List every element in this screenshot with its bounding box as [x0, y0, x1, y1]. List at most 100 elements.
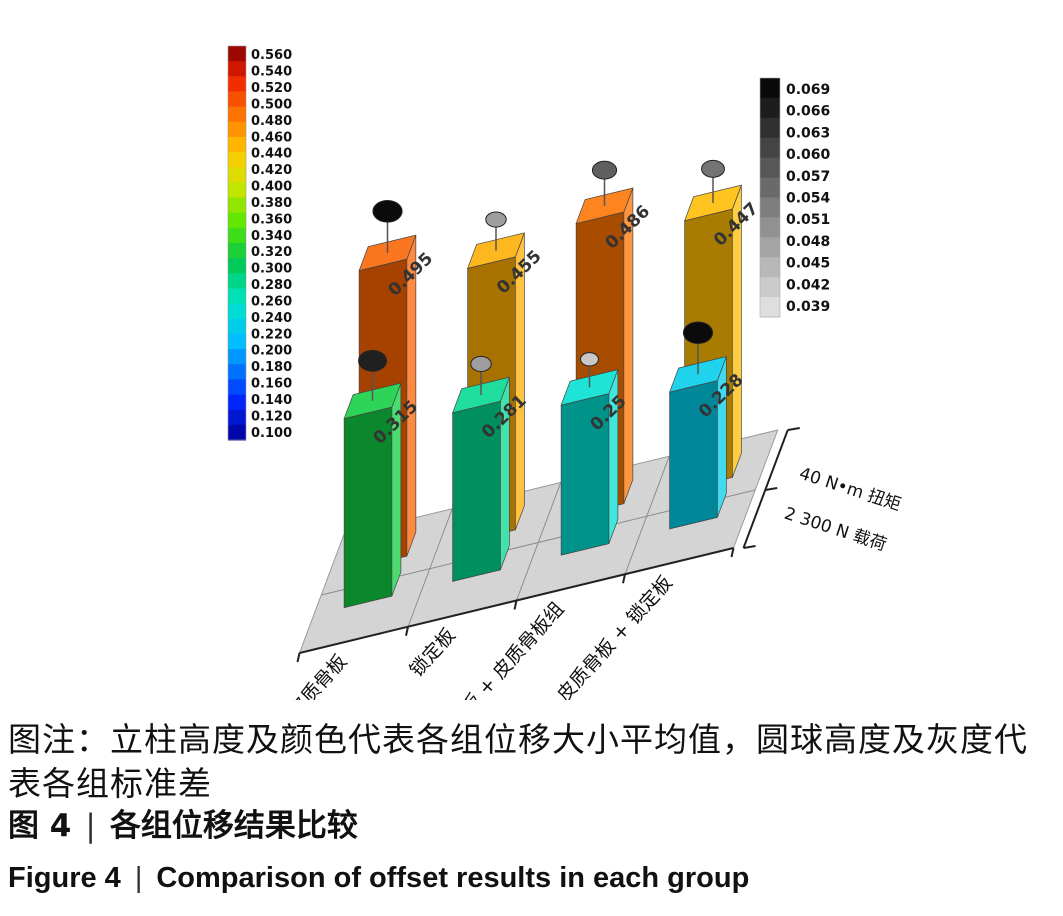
color-scale-tick-label: 0.200: [251, 344, 292, 359]
gray-scale-tick-label: 0.054: [786, 191, 831, 207]
color-scale-tick-label: 0.260: [251, 294, 292, 309]
gray-scale-tick-label: 0.069: [786, 82, 830, 98]
bar-chart-3d: 0.4470.4860.4550.4950.2280.250.2810.315皮…: [227, 45, 904, 700]
figure-title-en-text: Comparison of offset results in each gro…: [156, 862, 750, 894]
color-scale-swatch: [228, 318, 246, 335]
floor-gridline: [407, 508, 453, 627]
color-scale-swatch: [228, 46, 246, 62]
series-tick-label: 40 N•m 扭矩: [797, 464, 904, 516]
color-scale-swatch: [228, 303, 246, 320]
gray-scale-swatch: [760, 157, 780, 179]
error-ball: [485, 211, 507, 228]
category-tick-label: 皮质骨板 + 锁定板: [553, 572, 677, 700]
color-scale-swatch: [228, 106, 246, 123]
color-scale-tick-label: 0.340: [251, 229, 292, 244]
category-tick-label: 皮质骨板: [284, 650, 351, 700]
error-ball: [682, 321, 714, 345]
color-scale-swatch: [228, 167, 246, 183]
color-scale-frame: [227, 45, 247, 441]
color-scale-tick-label: 0.480: [251, 114, 292, 129]
color-scale-tick-label: 0.440: [251, 147, 292, 162]
color-scale-swatch: [228, 379, 246, 396]
color-scale-swatch: [228, 197, 246, 214]
gray-scale-swatch: [760, 217, 780, 238]
gray-scale-tick-label: 0.063: [786, 125, 830, 141]
gray-scale-swatch: [760, 197, 780, 219]
category-axis-tick: [513, 600, 518, 610]
separator: |: [85, 808, 96, 844]
gray-scale-tick-label: 0.048: [786, 234, 830, 250]
gray-scale-tick-label: 0.039: [786, 299, 830, 315]
figure-title-en: Figure 4 | Comparison of offset results in…: [8, 860, 749, 896]
figure-label-zh: 图 4: [8, 808, 72, 844]
gray-scale-tick-label: 0.057: [786, 169, 830, 185]
color-scale-swatch: [228, 409, 246, 426]
error-ball: [701, 159, 725, 178]
gray-scale-swatch: [760, 297, 780, 318]
color-scale-tick-label: 0.520: [251, 81, 292, 96]
series-axis-tick: [787, 427, 800, 431]
color-scale-tick-label: 0.220: [251, 327, 292, 342]
color-scale-swatch: [228, 182, 246, 199]
figure-note: 图注：立柱高度及颜色代表各组位移大小平均值，圆球高度及灰度代表各组标准差: [8, 720, 1028, 803]
color-scale-tick-label: 0.420: [251, 163, 292, 178]
color-scale-swatch: [228, 333, 246, 350]
category-axis-tick: [730, 547, 735, 558]
color-scale-tick-label: 0.400: [251, 180, 292, 195]
floor-gridline: [516, 482, 562, 601]
figure-title-zh-text: 各组位移结果比较: [109, 808, 358, 844]
gray-scale-swatch: [760, 277, 780, 298]
color-scale-swatch: [228, 364, 246, 380]
color-scale-tick-label: 0.560: [251, 48, 292, 63]
color-scale-swatch: [228, 121, 246, 138]
gray-scale-swatch: [760, 137, 780, 159]
gray-scale-swatch: [760, 257, 780, 278]
category-axis-tick: [622, 574, 626, 584]
gray-scale-swatch: [760, 117, 780, 139]
floor-gridline: [624, 456, 670, 575]
color-scale-tick-label: 0.160: [251, 377, 292, 392]
error-ball: [580, 352, 599, 367]
gray-scale-tick-label: 0.060: [786, 147, 831, 163]
gray-scale-tick-label: 0.051: [786, 212, 830, 228]
series-axis-tick: [743, 545, 756, 549]
color-scale-swatch: [228, 394, 246, 411]
error-ball: [470, 355, 492, 372]
gray-scale-swatch: [760, 237, 780, 258]
color-scale-tick-label: 0.100: [251, 426, 292, 441]
gray-scale-swatch: [760, 177, 780, 199]
color-scale-swatch: [228, 273, 246, 290]
color-scale-tick-label: 0.180: [251, 360, 292, 375]
color-scale-tick-label: 0.120: [251, 409, 292, 424]
color-scale-tick-label: 0.360: [251, 212, 292, 227]
color-scale-swatch: [228, 288, 246, 305]
color-scale-swatch: [228, 76, 246, 93]
series-axis-tick: [765, 487, 778, 491]
figure-title-zh: 图 4 | 各组位移结果比较: [8, 806, 358, 846]
color-scale-tick-label: 0.380: [251, 196, 292, 211]
color-scale-swatch: [228, 136, 246, 153]
bar: [452, 355, 510, 582]
series-tick-label: 2 300 N 载荷: [782, 504, 889, 556]
gray-scale-tick-label: 0.045: [786, 256, 830, 272]
color-scale-tick-label: 0.500: [251, 97, 292, 112]
color-scale-swatch: [228, 227, 246, 244]
color-scale-swatch: [228, 91, 246, 108]
category-tick-label: 锁定板: [405, 624, 460, 681]
bar: [343, 349, 402, 609]
color-scale-tick-label: 0.320: [251, 245, 292, 260]
gray-scale-tick-label: 0.066: [786, 104, 830, 120]
color-scale-swatch: [228, 424, 246, 441]
color-scale-tick-label: 0.460: [251, 130, 292, 145]
color-scale-tick-label: 0.240: [251, 311, 292, 326]
error-ball: [591, 160, 618, 180]
color-scale-tick-label: 0.280: [251, 278, 292, 293]
gray-scale-frame: [759, 77, 781, 318]
gray-scale-tick-label: 0.042: [786, 277, 830, 293]
error-ball: [358, 349, 387, 372]
category-axis-tick: [405, 626, 409, 636]
bar: [669, 321, 727, 530]
gray-scale-swatch: [760, 97, 780, 119]
color-scale-swatch: [228, 212, 246, 229]
color-scale-swatch: [228, 243, 246, 259]
